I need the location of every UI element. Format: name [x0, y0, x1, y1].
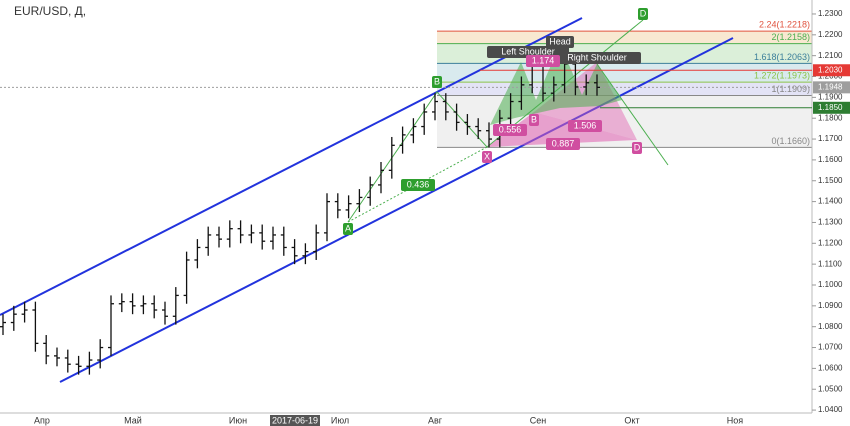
y-tick-label: 1.2300: [818, 9, 843, 18]
y-tick-label: 1.1600: [818, 155, 843, 164]
symbol: EUR/USD, Д,: [14, 4, 86, 18]
price-tag-label: 1.1948: [818, 82, 843, 91]
annotation: 0.556: [499, 124, 522, 134]
channel-line: [59, 37, 734, 383]
channel-line: [0, 17, 583, 316]
annotation: 1.174: [532, 55, 555, 65]
fib-label: 2(1.2158): [771, 32, 810, 42]
annotation-box: [546, 138, 580, 150]
annotation-box: [546, 36, 574, 48]
y-tick-label: 1.1000: [818, 280, 843, 289]
annotation: 0.887: [552, 138, 575, 148]
y-tick-label: 1.0500: [818, 384, 843, 393]
fib-label: 0(1.1660): [771, 136, 810, 146]
annotation: 1.506: [574, 120, 597, 130]
x-tick-label: Июн: [229, 415, 247, 425]
annotation-box: [632, 142, 642, 154]
annotation: Left Shoulder: [501, 46, 555, 56]
annotation-box: [401, 179, 435, 191]
fib-label: 1(1.1909): [771, 84, 810, 94]
annotation: D: [640, 8, 647, 18]
y-tick-label: 1.0600: [818, 363, 843, 372]
annotation: B: [434, 76, 440, 86]
y-tick-label: 1.0900: [818, 301, 843, 310]
y-tick-label: 1.0800: [818, 322, 843, 331]
annotation: Right Shoulder: [567, 52, 627, 62]
annotation-box: [568, 120, 602, 132]
y-tick-label: 1.1700: [818, 134, 843, 143]
annotation: Head: [549, 36, 571, 46]
price-tag: [813, 101, 850, 114]
y-tick-label: 1.0400: [818, 405, 843, 414]
annotation-box: [638, 8, 648, 20]
y-tick-label: 1.2100: [818, 51, 843, 60]
fib-label: 1.272(1.1973): [754, 71, 810, 81]
annotation-box: [553, 52, 641, 64]
x-tick-label: Сен: [530, 415, 547, 425]
price-tag-label: 1.2030: [818, 65, 843, 74]
annotation-box: [482, 151, 492, 163]
y-tick-label: 1.1400: [818, 197, 843, 206]
price-tag: [813, 81, 850, 94]
y-tick-label: 1.2200: [818, 30, 843, 39]
annotation-box: [493, 124, 527, 136]
x-tick-label: Июл: [331, 415, 349, 425]
y-tick-label: 1.1200: [818, 238, 843, 247]
symbol-box: [0, 3, 100, 21]
annotation-box: [432, 76, 442, 88]
x-tick-label: Апр: [34, 415, 50, 425]
annotation: A: [345, 223, 351, 233]
y-tick-label: 1.1500: [818, 176, 843, 185]
projection-line: [596, 63, 669, 166]
fib-label: 2.24(1.2218): [759, 19, 810, 29]
price-tag: [813, 64, 850, 77]
pattern-xabcd: [487, 112, 637, 147]
annotation-box: [529, 114, 539, 126]
annotation: D: [634, 142, 641, 152]
y-tick-label: 1.1100: [818, 259, 842, 268]
fib-band: [437, 63, 812, 83]
date-highlight: [270, 415, 320, 426]
x-tick-label: 2017-06-19: [272, 415, 318, 425]
annotation: 0.436: [407, 179, 430, 189]
fib-label: 1.618(1.2063): [754, 52, 810, 62]
price-tag-label: 1.1850: [818, 103, 843, 112]
x-tick-label: Ноя: [727, 415, 744, 425]
x-tick-label: Авг: [428, 415, 443, 425]
fib-band: [437, 31, 812, 44]
annotation: B: [531, 114, 537, 124]
y-tick-label: 1.1800: [818, 113, 843, 122]
y-tick-label: 1.0700: [818, 343, 843, 352]
annotation-box: [526, 55, 560, 67]
y-tick-label: 1.1300: [818, 218, 843, 227]
x-tick-label: Май: [124, 415, 142, 425]
annotation-box: [343, 223, 353, 235]
x-tick-label: Окт: [624, 415, 639, 425]
y-tick-label: 1.1900: [818, 92, 843, 101]
annotation: X: [484, 151, 490, 161]
